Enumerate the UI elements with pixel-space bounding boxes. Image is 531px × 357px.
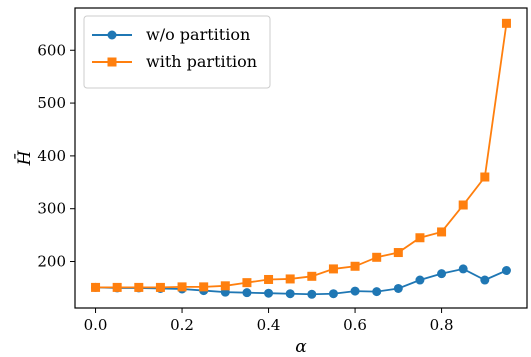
legend-marker xyxy=(107,30,117,40)
data-point xyxy=(501,18,511,28)
data-point xyxy=(415,233,425,243)
data-point xyxy=(307,289,317,299)
series-1 xyxy=(91,264,511,299)
x-tick-label: 0.8 xyxy=(430,316,454,334)
data-point xyxy=(437,269,447,279)
data-point xyxy=(220,281,230,291)
data-point xyxy=(242,278,252,288)
data-point xyxy=(177,282,187,292)
data-point xyxy=(242,288,252,298)
y-axis-label: H̄ xyxy=(13,149,35,166)
ticks-layer: 0.0 0.2 0.4 0.6 0.8 200 300 400 500 600 xyxy=(37,41,453,334)
data-point xyxy=(458,264,468,274)
legend-label: w/o partition xyxy=(146,25,250,44)
data-point xyxy=(372,252,382,262)
data-point xyxy=(91,282,101,292)
y-tick-label: 500 xyxy=(37,94,66,112)
x-tick-label: 0.6 xyxy=(343,316,367,334)
data-point xyxy=(264,274,274,284)
data-point xyxy=(328,264,338,274)
y-tick-label: 300 xyxy=(37,200,66,218)
data-point xyxy=(458,200,468,210)
series-layer xyxy=(91,18,511,299)
plot-frame xyxy=(74,7,528,309)
x-axis-label: α xyxy=(295,337,307,357)
x-tick-label: 0.2 xyxy=(170,316,194,334)
data-point xyxy=(415,275,425,285)
x-tick-label: 0.4 xyxy=(257,316,281,334)
data-point xyxy=(480,172,490,182)
y-tick-label: 400 xyxy=(37,147,66,165)
legend-item: with partition xyxy=(92,52,257,71)
data-point xyxy=(480,275,490,285)
data-point xyxy=(437,227,447,237)
series-2 xyxy=(91,18,511,292)
data-point xyxy=(328,289,338,299)
data-point xyxy=(307,271,317,281)
data-point xyxy=(285,289,295,299)
y-tick-label: 200 xyxy=(37,253,66,271)
data-point xyxy=(264,288,274,298)
y-tick-label: 600 xyxy=(37,41,66,59)
legend-marker xyxy=(107,57,117,67)
data-point xyxy=(393,283,403,293)
legend-item: w/o partition xyxy=(92,25,250,44)
x-tick-label: 0.0 xyxy=(84,316,108,334)
data-point xyxy=(350,261,360,271)
legend: w/o partition with partition xyxy=(83,15,271,89)
data-point xyxy=(501,266,511,275)
data-point xyxy=(134,282,144,292)
data-point xyxy=(350,286,360,296)
data-point xyxy=(155,282,165,292)
data-point xyxy=(393,248,403,258)
data-point xyxy=(112,282,122,292)
legend-label: with partition xyxy=(146,52,257,71)
data-point xyxy=(199,282,209,292)
data-point xyxy=(285,274,295,284)
data-point xyxy=(372,287,382,297)
